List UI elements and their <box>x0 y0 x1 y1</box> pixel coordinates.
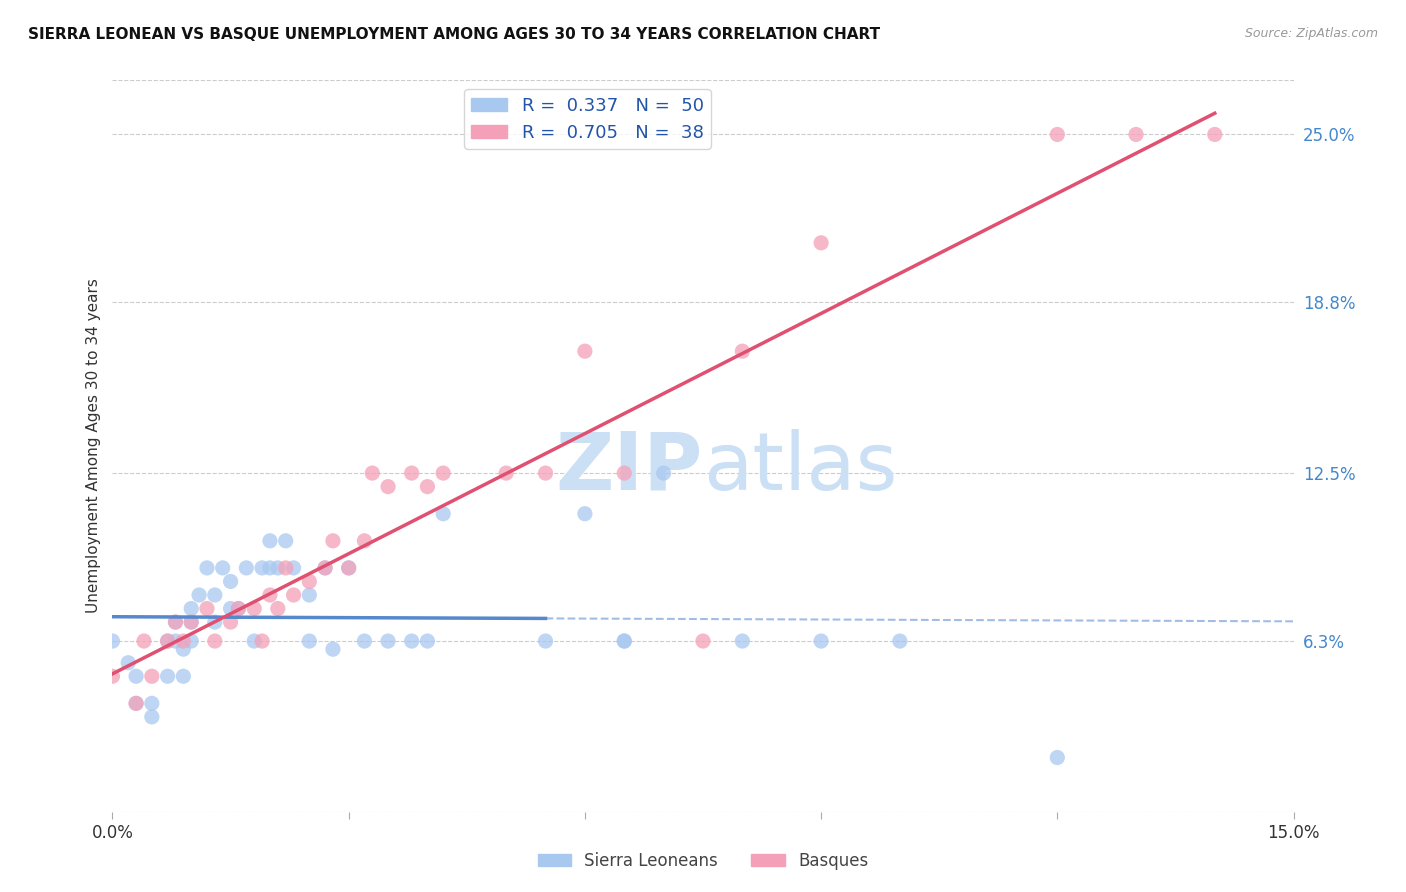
Point <box>401 634 423 648</box>
Point <box>613 634 636 648</box>
Point <box>235 561 257 575</box>
Point <box>377 634 399 648</box>
Point <box>495 466 517 480</box>
Point <box>1204 128 1226 142</box>
Point <box>574 344 596 359</box>
Point <box>250 634 273 648</box>
Point <box>180 615 202 629</box>
Point <box>731 634 754 648</box>
Point <box>188 588 211 602</box>
Point <box>401 466 423 480</box>
Point <box>180 634 202 648</box>
Point <box>243 601 266 615</box>
Point <box>692 634 714 648</box>
Text: SIERRA LEONEAN VS BASQUE UNEMPLOYMENT AMONG AGES 30 TO 34 YEARS CORRELATION CHAR: SIERRA LEONEAN VS BASQUE UNEMPLOYMENT AM… <box>28 27 880 42</box>
Point <box>125 697 148 711</box>
Point <box>204 615 226 629</box>
Point <box>117 656 139 670</box>
Point <box>283 588 305 602</box>
Point <box>432 507 454 521</box>
Point <box>219 601 242 615</box>
Point <box>141 697 163 711</box>
Point <box>141 710 163 724</box>
Point <box>219 574 242 589</box>
Text: Source: ZipAtlas.com: Source: ZipAtlas.com <box>1244 27 1378 40</box>
Point <box>534 634 557 648</box>
Point <box>1046 128 1069 142</box>
Point <box>314 561 336 575</box>
Point <box>101 634 124 648</box>
Point <box>361 466 384 480</box>
Point <box>274 561 297 575</box>
Point <box>125 669 148 683</box>
Point <box>353 634 375 648</box>
Point <box>652 466 675 480</box>
Point <box>156 634 179 648</box>
Point <box>353 533 375 548</box>
Point <box>204 588 226 602</box>
Point <box>534 466 557 480</box>
Legend: Sierra Leoneans, Basques: Sierra Leoneans, Basques <box>531 846 875 877</box>
Point <box>731 344 754 359</box>
Point <box>165 615 187 629</box>
Point <box>125 697 148 711</box>
Point <box>228 601 250 615</box>
Point <box>219 615 242 629</box>
Point <box>259 533 281 548</box>
Point <box>432 466 454 480</box>
Point <box>172 634 194 648</box>
Point <box>156 669 179 683</box>
Point <box>314 561 336 575</box>
Point <box>172 642 194 657</box>
Point <box>889 634 911 648</box>
Point <box>298 634 321 648</box>
Point <box>132 634 155 648</box>
Point <box>156 634 179 648</box>
Text: atlas: atlas <box>703 429 897 507</box>
Point <box>810 235 832 250</box>
Point <box>180 615 202 629</box>
Point <box>243 634 266 648</box>
Point <box>267 601 290 615</box>
Point <box>416 634 439 648</box>
Point <box>337 561 360 575</box>
Y-axis label: Unemployment Among Ages 30 to 34 years: Unemployment Among Ages 30 to 34 years <box>86 278 101 614</box>
Point <box>211 561 233 575</box>
Point <box>377 480 399 494</box>
Point <box>250 561 273 575</box>
Point <box>195 601 218 615</box>
Point <box>259 588 281 602</box>
Point <box>101 669 124 683</box>
Point <box>416 480 439 494</box>
Point <box>172 669 194 683</box>
Point <box>613 634 636 648</box>
Point <box>613 466 636 480</box>
Point <box>322 642 344 657</box>
Point <box>204 634 226 648</box>
Point <box>283 561 305 575</box>
Point <box>141 669 163 683</box>
Point <box>259 561 281 575</box>
Point <box>267 561 290 575</box>
Point <box>322 533 344 548</box>
Point <box>274 533 297 548</box>
Point <box>298 574 321 589</box>
Point <box>165 615 187 629</box>
Point <box>195 561 218 575</box>
Point <box>165 634 187 648</box>
Point <box>337 561 360 575</box>
Point <box>810 634 832 648</box>
Point <box>298 588 321 602</box>
Point <box>1125 128 1147 142</box>
Point <box>180 601 202 615</box>
Point <box>574 507 596 521</box>
Point <box>228 601 250 615</box>
Point <box>1046 750 1069 764</box>
Text: ZIP: ZIP <box>555 429 703 507</box>
